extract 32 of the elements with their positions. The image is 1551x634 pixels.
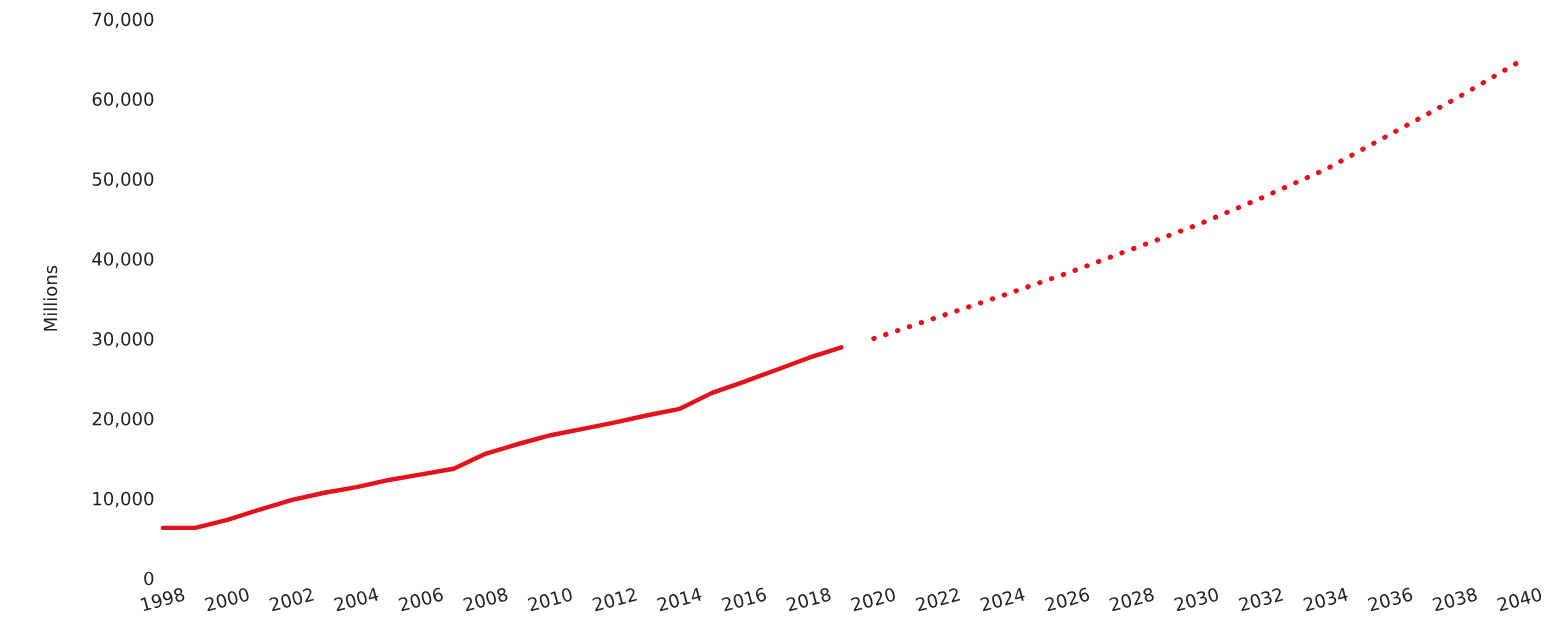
x-tick-label: 2010 <box>527 587 573 612</box>
x-tick-label: 2006 <box>398 587 444 612</box>
x-tick-label: 2030 <box>1173 587 1220 612</box>
x-tick-label: 2008 <box>462 587 509 612</box>
x-tick-label: 2040 <box>1496 587 1543 612</box>
y-tick-label: 40,000 <box>92 252 154 268</box>
x-tick-label: 2026 <box>1044 587 1091 612</box>
x-tick-label: 2032 <box>1238 587 1284 612</box>
y-tick-label: 70,000 <box>92 12 154 28</box>
x-tick-label: 2034 <box>1303 587 1349 612</box>
line-series <box>160 345 844 531</box>
x-tick-label: 2016 <box>721 587 767 612</box>
y-tick-label: 20,000 <box>92 411 154 428</box>
x-tick-label: 2002 <box>269 587 314 612</box>
x-tick-label: 2014 <box>656 587 703 612</box>
y-tick-label: 60,000 <box>92 92 154 108</box>
x-tick-label: 1998 <box>140 587 186 612</box>
x-tick-label: 2004 <box>333 587 380 612</box>
x-tick-label: 2024 <box>979 587 1026 612</box>
x-tick-label: 2018 <box>786 587 832 612</box>
x-tick-label: 2028 <box>1109 587 1155 612</box>
x-tick-label: 2036 <box>1367 587 1414 612</box>
x-tick-label: 2038 <box>1432 587 1478 612</box>
x-tick-label: 2020 <box>850 587 897 612</box>
x-tick-label: 2012 <box>592 587 638 612</box>
x-tick-label: 2000 <box>204 587 250 612</box>
y-tick-label: 50,000 <box>92 172 154 188</box>
y-axis-title: Millions <box>43 265 58 331</box>
y-tick-label: 0 <box>144 571 154 586</box>
y-tick-label: 10,000 <box>93 491 154 508</box>
x-tick-label: 2022 <box>915 587 961 612</box>
y-tick-label: 30,000 <box>92 332 154 348</box>
